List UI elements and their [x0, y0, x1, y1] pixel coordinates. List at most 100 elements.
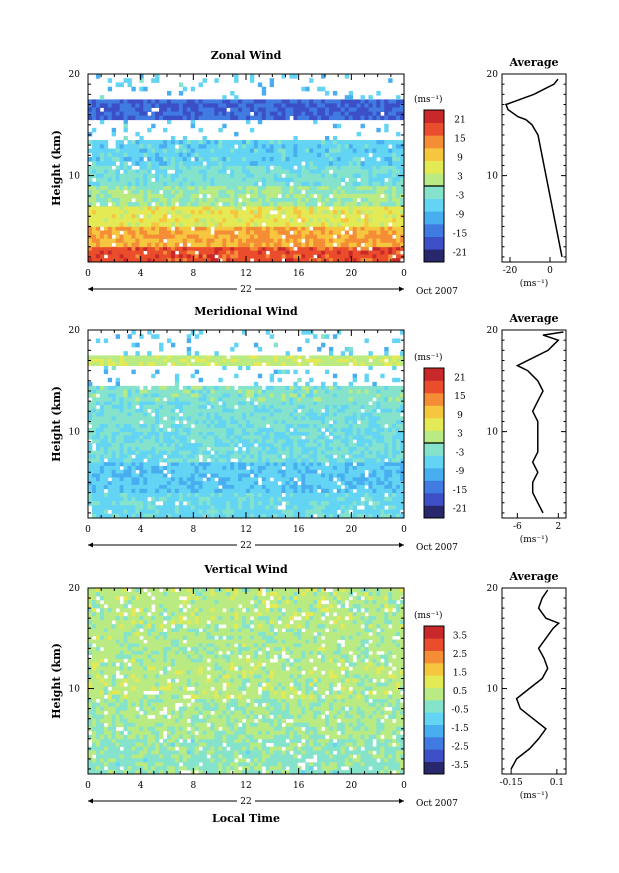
heatmap-cell: [289, 465, 294, 471]
heatmap-cell: [206, 234, 211, 240]
heatmap-cell: [95, 148, 101, 154]
heatmap-cell: [257, 258, 263, 263]
heatmap-cell: [388, 140, 393, 145]
heatmap-cell: [222, 197, 227, 203]
heatmap-cell: [186, 193, 192, 199]
heatmap-cell: [388, 484, 393, 490]
heatmap-cell: [269, 156, 275, 162]
heatmap-cell: [143, 469, 148, 474]
heatmap-cell: [238, 401, 243, 406]
heatmap-cell: [210, 513, 215, 519]
heatmap-cell: [190, 481, 196, 486]
heatmap-cell: [368, 443, 373, 448]
heatmap-cell: [321, 156, 326, 162]
heatmap-cell: [360, 431, 365, 436]
heatmap-cell: [226, 99, 231, 104]
heatmap-cell: [182, 458, 188, 463]
heatmap-cell: [376, 484, 381, 490]
heatmap-cell: [214, 250, 219, 255]
heatmap-cell: [167, 465, 172, 471]
heatmap-cell: [135, 484, 140, 490]
heatmap-cell: [277, 477, 282, 482]
heatmap-cell: [167, 152, 172, 158]
heatmap-cell: [222, 481, 227, 486]
heatmap-cell: [131, 469, 136, 474]
heatmap-cell: [360, 401, 365, 406]
heatmap-cell: [301, 465, 306, 471]
heatmap-cell: [186, 443, 192, 448]
heatmap-cell: [321, 439, 326, 444]
heatmap-cell: [234, 169, 239, 174]
heatmap-cell: [234, 181, 239, 187]
heatmap-cell: [356, 222, 361, 227]
heatmap-cell: [321, 477, 326, 482]
heatmap-cell: [222, 193, 227, 199]
heatmap-cell: [143, 238, 148, 244]
heatmap-cell: [159, 156, 164, 162]
heatmap-cell: [159, 185, 164, 191]
heatmap-cell: [301, 446, 306, 452]
heatmap-cell: [131, 401, 136, 406]
heatmap-cell: [277, 226, 282, 231]
heatmap-cell: [352, 111, 357, 117]
heatmap-cell: [249, 509, 255, 515]
heatmap-cell: [155, 505, 160, 510]
heatmap-cell: [253, 210, 259, 215]
heatmap-cell: [325, 206, 330, 211]
heatmap-cell: [218, 488, 223, 493]
heatmap-cell: [131, 509, 136, 515]
heatmap-cell: [356, 210, 361, 215]
heatmap-cell: [380, 254, 385, 259]
heatmap-cell: [344, 477, 350, 482]
heatmap-cell: [332, 226, 338, 231]
heatmap-cell: [372, 111, 377, 117]
heatmap-cell: [135, 230, 140, 235]
heatmap-cell: [285, 481, 290, 486]
heatmap-cell: [305, 513, 310, 519]
heatmap-cell: [99, 234, 105, 240]
heatmap-cell: [265, 238, 271, 244]
heatmap-cell: [249, 481, 255, 486]
heatmap-cell: [328, 222, 334, 227]
heatmap-cell: [340, 202, 346, 207]
heatmap-cell: [297, 246, 302, 251]
heatmap-cell: [131, 443, 136, 448]
heatmap-cell: [246, 152, 251, 158]
heatmap-cell: [360, 258, 365, 263]
heatmap-cell: [380, 469, 385, 474]
profile-frame: [501, 73, 567, 263]
heatmap-cell: [313, 250, 318, 255]
heatmap-cell: [396, 177, 401, 183]
heatmap-cell: [352, 496, 357, 502]
heatmap-cell: [273, 169, 278, 174]
heatmap-cell: [305, 258, 310, 263]
heatmap-cell: [127, 181, 132, 187]
heatmap-cell: [360, 450, 365, 455]
heatmap-cell: [309, 254, 314, 259]
heatmap-cell: [234, 513, 239, 519]
heatmap-cell: [277, 222, 282, 227]
heatmap-cell: [301, 242, 306, 248]
heatmap-cell: [230, 469, 235, 474]
heatmap-cell: [88, 111, 93, 117]
heatmap-cell: [238, 193, 243, 199]
heatmap-cell: [230, 416, 235, 421]
heatmap-cell: [151, 99, 156, 104]
heatmap-cell: [289, 469, 294, 474]
heatmap-cell: [131, 439, 136, 444]
heatmap-cell: [218, 156, 223, 162]
heatmap-cell: [115, 509, 120, 515]
colorbar-unit: (ms⁻¹): [414, 94, 443, 105]
heatmap-cell: [119, 177, 124, 183]
heatmap-cell: [139, 439, 144, 444]
heatmap-cell: [103, 242, 109, 248]
heatmap-cell: [135, 416, 140, 421]
heatmap-cell: [107, 435, 113, 440]
heatmap-cell: [174, 450, 180, 455]
heatmap-cell: [163, 161, 168, 166]
heatmap-cell: [336, 169, 342, 174]
heatmap-cell: [182, 513, 188, 519]
heatmap-cell: [131, 230, 136, 235]
heatmap-cell: [285, 230, 290, 235]
heatmap-cell: [352, 222, 357, 227]
